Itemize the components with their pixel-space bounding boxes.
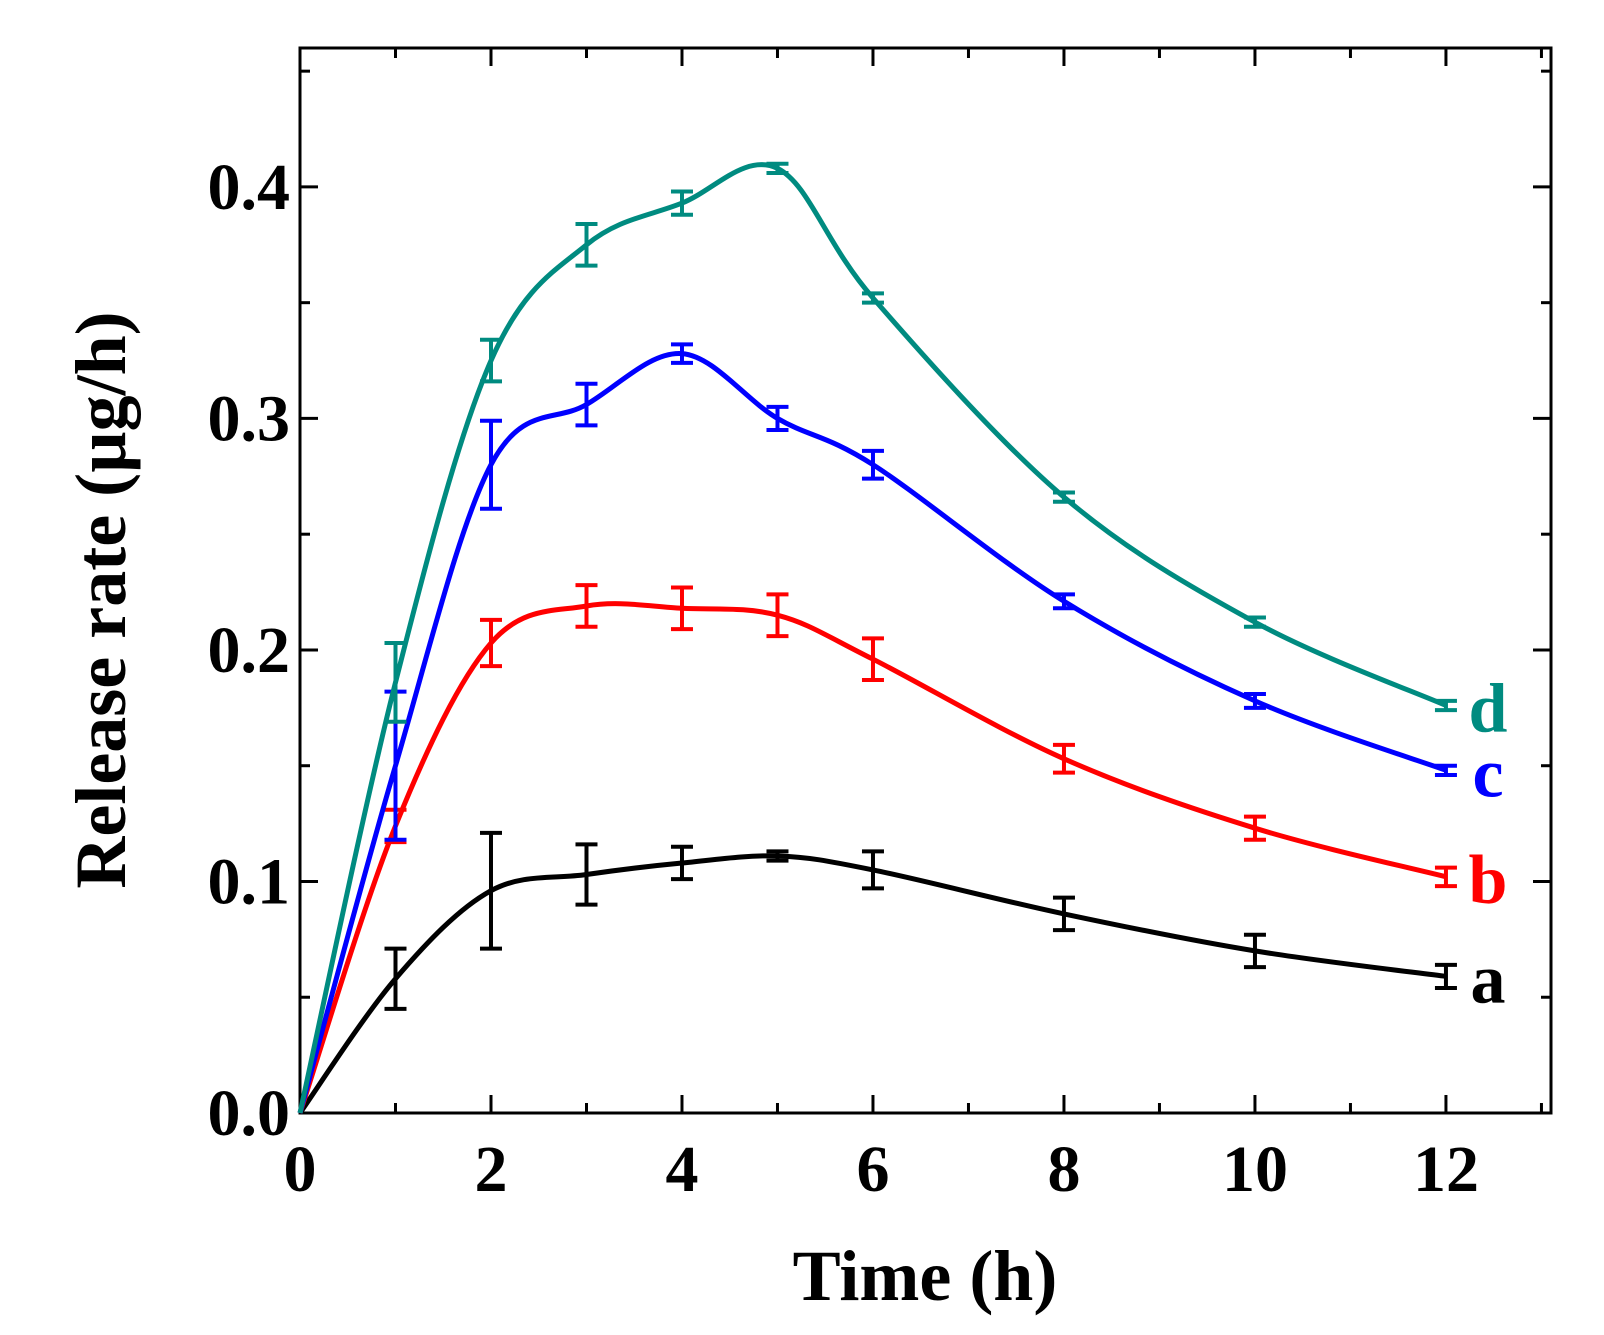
y-tick-label: 0.0 bbox=[208, 1077, 291, 1150]
error-bar-b bbox=[479, 617, 502, 669]
error-bar-c bbox=[1243, 691, 1266, 710]
y-tick-label: 0.4 bbox=[208, 151, 291, 224]
series-line-b bbox=[297, 601, 1447, 1114]
x-tick-label: 6 bbox=[856, 1133, 889, 1206]
y-tick-label: 0.2 bbox=[208, 614, 291, 687]
x-tick-labels: 0 2 4 6 8 10 12 bbox=[284, 1133, 1479, 1206]
error-bar-c bbox=[479, 418, 502, 511]
series-b: b bbox=[297, 583, 1508, 1114]
x-tick-label: 12 bbox=[1413, 1133, 1479, 1206]
series-line-a bbox=[297, 853, 1447, 1115]
x-tick-label: 2 bbox=[474, 1133, 507, 1206]
error-bar-a bbox=[1052, 895, 1075, 933]
error-bar-b bbox=[1243, 814, 1266, 842]
y-tick-labels: 0.0 0.1 0.2 0.3 0.4 bbox=[208, 151, 291, 1150]
error-bar-a bbox=[384, 946, 407, 1011]
y-axis-title: Release rate (µg/h) bbox=[61, 311, 141, 888]
error-bar-a bbox=[575, 842, 598, 907]
error-bar-d bbox=[1052, 490, 1075, 504]
error-bar-d bbox=[861, 291, 884, 305]
x-tick-label: 10 bbox=[1222, 1133, 1288, 1206]
series-c: c bbox=[297, 342, 1504, 1114]
error-bar-d bbox=[670, 189, 693, 217]
error-bar-b bbox=[575, 583, 598, 629]
error-bar-a bbox=[1243, 932, 1266, 970]
error-bar-a bbox=[766, 849, 789, 863]
error-bar-d bbox=[384, 641, 407, 724]
error-bar-a bbox=[479, 830, 502, 951]
series-label-a: a bbox=[1471, 941, 1506, 1018]
y-tick-label: 0.3 bbox=[208, 382, 291, 455]
error-bar-b bbox=[1434, 865, 1457, 889]
error-bar-d bbox=[1434, 698, 1457, 713]
error-bar-a bbox=[861, 849, 884, 891]
error-bar-b bbox=[861, 636, 884, 683]
series-a: a bbox=[297, 830, 1506, 1115]
error-bar-b bbox=[766, 592, 789, 639]
error-bar-c bbox=[1434, 763, 1457, 777]
series-label-c: c bbox=[1472, 735, 1503, 812]
series-label-d: d bbox=[1469, 671, 1508, 748]
error-bar-c bbox=[766, 404, 789, 433]
x-tick-label: 4 bbox=[665, 1133, 698, 1206]
error-bar-d bbox=[479, 337, 502, 384]
error-bar-d bbox=[1243, 615, 1266, 629]
error-bar-b bbox=[1052, 742, 1075, 775]
series-d: d bbox=[297, 161, 1508, 1114]
error-bar-c bbox=[861, 448, 884, 481]
x-tick-label: 0 bbox=[284, 1133, 317, 1206]
series-line-c bbox=[297, 351, 1447, 1114]
error-bar-a bbox=[1434, 962, 1457, 990]
error-bar-a bbox=[670, 844, 693, 882]
error-bar-d bbox=[766, 161, 789, 176]
axis-ticks bbox=[298, 48, 1551, 1115]
error-bar-c bbox=[670, 342, 693, 365]
error-bar-d bbox=[575, 221, 598, 268]
error-bar-c bbox=[1052, 592, 1075, 611]
plot-frame bbox=[298, 46, 1553, 1115]
error-bar-c bbox=[575, 381, 598, 428]
x-tick-label: 8 bbox=[1047, 1133, 1080, 1206]
series-line-d bbox=[297, 162, 1447, 1114]
y-tick-label: 0.1 bbox=[208, 845, 291, 918]
x-axis-title: Time (h) bbox=[793, 1236, 1058, 1316]
error-bar-b bbox=[670, 585, 693, 632]
series-label-b: b bbox=[1469, 842, 1508, 919]
